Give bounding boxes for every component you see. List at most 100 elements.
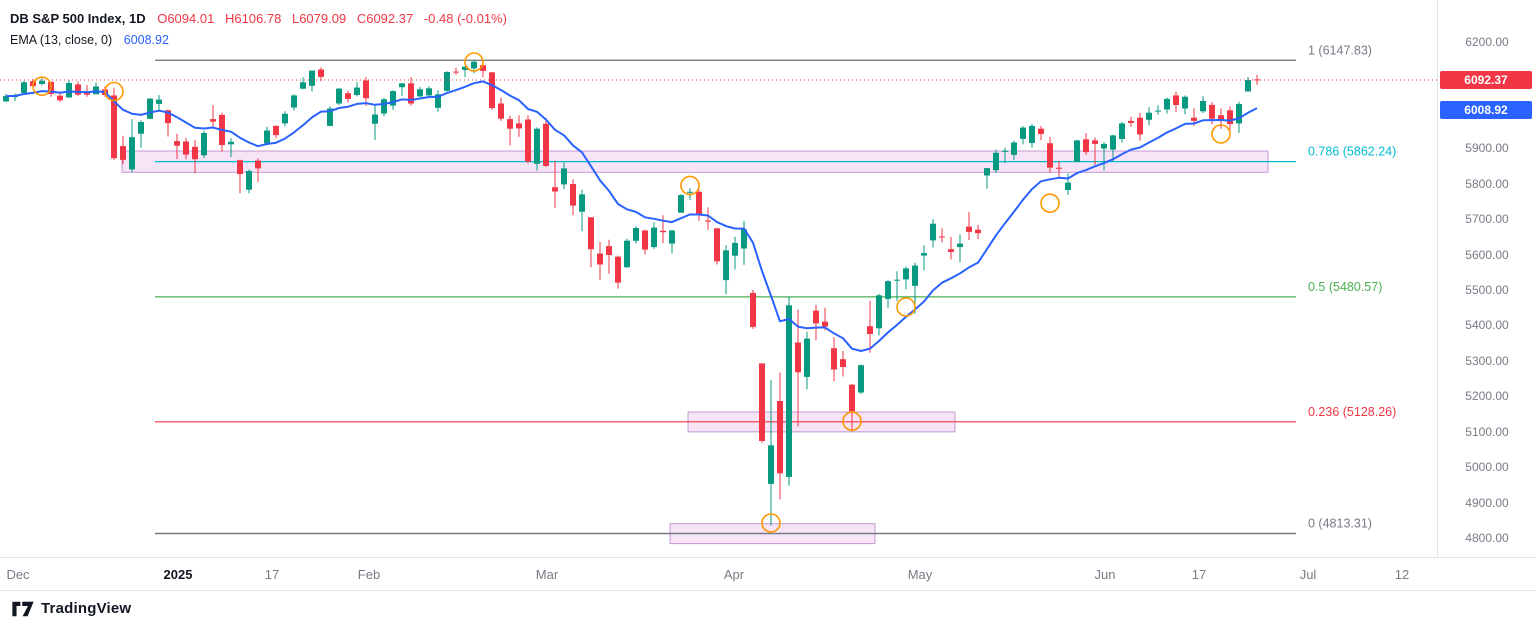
candle-body bbox=[75, 84, 81, 95]
candle-body bbox=[1128, 120, 1134, 123]
chart-legend: DB S&P 500 Index, 1D O6094.01 H6106.78 L… bbox=[10, 8, 514, 51]
candle-body bbox=[705, 220, 711, 222]
price-tick-label: 5900.00 bbox=[1465, 141, 1509, 156]
candle-body bbox=[309, 70, 315, 86]
candle-body bbox=[201, 133, 207, 156]
candle-body bbox=[1164, 98, 1170, 110]
event-marker-circle[interactable] bbox=[842, 411, 862, 432]
event-marker-circle[interactable] bbox=[896, 297, 916, 317]
candle-body bbox=[120, 146, 126, 160]
event-marker-circle[interactable] bbox=[761, 513, 781, 533]
event-marker-circle[interactable] bbox=[32, 76, 52, 96]
candle-body bbox=[408, 83, 414, 104]
candle-body bbox=[156, 99, 162, 104]
ohlc-low: L6079.09 bbox=[291, 11, 347, 26]
candle-body bbox=[1191, 117, 1197, 121]
fib-level-label: 0 (4813.31) bbox=[1308, 517, 1372, 531]
candle-body bbox=[273, 125, 279, 136]
indicator-name[interactable]: EMA (13, close, 0) bbox=[10, 33, 113, 47]
candle-body bbox=[471, 61, 477, 69]
candle-body bbox=[831, 348, 837, 370]
fib-level-label: 0.236 (5128.26) bbox=[1308, 405, 1396, 419]
price-tick-label: 5300.00 bbox=[1465, 353, 1509, 368]
candle-body bbox=[1119, 123, 1125, 139]
candle-body bbox=[489, 72, 495, 109]
candle-body bbox=[228, 141, 234, 145]
indicator-row[interactable]: EMA (13, close, 0) 6008.92 bbox=[10, 29, 514, 51]
candle-body bbox=[354, 87, 360, 95]
candle-body bbox=[264, 130, 270, 144]
candle-body bbox=[660, 230, 666, 233]
candle-body bbox=[849, 384, 855, 412]
candle-body bbox=[1110, 135, 1116, 150]
price-tick-label: 5000.00 bbox=[1465, 460, 1509, 475]
candle-body bbox=[939, 236, 945, 238]
candle-body bbox=[894, 279, 900, 281]
ohlc-open: O6094.01 bbox=[157, 11, 215, 26]
candle-body bbox=[480, 65, 486, 71]
candle-body bbox=[444, 72, 450, 91]
price-tick-label: 5700.00 bbox=[1465, 212, 1509, 227]
time-tick-label: 17 bbox=[1191, 567, 1207, 582]
candle-body bbox=[768, 445, 774, 484]
candle-body bbox=[345, 93, 351, 99]
candle-body bbox=[363, 80, 369, 99]
chart-plot-area[interactable]: 1 (6147.83) 0.786 (5862.24) 0.5 (5480.57) 0… bbox=[0, 0, 1437, 557]
indicator-value: 6008.92 bbox=[123, 33, 169, 47]
event-marker-circle[interactable] bbox=[104, 81, 124, 102]
ohlc-close: C6092.37 bbox=[356, 11, 414, 26]
event-marker-circle[interactable] bbox=[1211, 124, 1231, 144]
event-marker-circle[interactable] bbox=[1040, 193, 1060, 213]
candle-body bbox=[255, 160, 261, 169]
candle-body bbox=[372, 114, 378, 124]
tradingview-wordmark[interactable]: TradingView bbox=[41, 600, 132, 617]
candle-body bbox=[1002, 150, 1008, 152]
ema-value-tag: 6008.92 bbox=[1440, 100, 1532, 119]
candle-body bbox=[3, 96, 9, 102]
candle-body bbox=[1155, 110, 1161, 112]
candle-body bbox=[1083, 139, 1089, 153]
event-marker-circle[interactable] bbox=[464, 52, 484, 72]
price-chart-svg[interactable]: 1 (6147.83) 0.786 (5862.24) 0.5 (5480.57) 0… bbox=[0, 0, 1437, 557]
ema-line bbox=[5, 80, 1258, 352]
candle-body bbox=[1227, 110, 1233, 125]
time-tick-label: 12 bbox=[1394, 567, 1410, 582]
fib-level-label: 1 (6147.83) bbox=[1308, 43, 1372, 57]
candle-body bbox=[1236, 103, 1242, 124]
candle-body bbox=[1218, 115, 1224, 120]
symbol-title[interactable]: DB S&P 500 Index, 1D bbox=[10, 11, 146, 26]
candle-body bbox=[732, 242, 738, 256]
candle-body bbox=[759, 363, 765, 441]
candle-body bbox=[57, 95, 63, 101]
time-tick-label: Jun bbox=[1094, 567, 1116, 582]
candle-body bbox=[840, 359, 846, 367]
price-axis[interactable]: 6200.006100.006000.005900.005800.005700.… bbox=[1438, 0, 1536, 557]
event-marker-circle[interactable] bbox=[680, 175, 700, 196]
price-tick-label: 5100.00 bbox=[1465, 424, 1509, 439]
candle-body bbox=[867, 326, 873, 334]
ohlc-change: -0.48 (-0.01%) bbox=[423, 11, 507, 26]
candle-body bbox=[741, 229, 747, 249]
candle-body bbox=[858, 365, 864, 393]
candle-body bbox=[804, 338, 810, 377]
candle-body bbox=[642, 230, 648, 250]
price-tick-label: 5500.00 bbox=[1465, 283, 1509, 298]
candle-body bbox=[165, 110, 171, 124]
tradingview-logo-icon[interactable] bbox=[12, 601, 34, 617]
time-axis[interactable]: Dec 2025 17 Feb Mar Apr May Jun 17 Jul 12 bbox=[0, 557, 1536, 591]
price-axis-separator bbox=[1437, 0, 1438, 591]
candle-body bbox=[966, 226, 972, 232]
candle-body bbox=[597, 253, 603, 265]
symbol-row[interactable]: DB S&P 500 Index, 1D O6094.01 H6106.78 L… bbox=[10, 8, 514, 29]
candle-body bbox=[1182, 96, 1188, 109]
candle-body bbox=[138, 122, 144, 134]
candle-body bbox=[1065, 182, 1071, 190]
candle-body bbox=[237, 160, 243, 175]
candle-body bbox=[615, 256, 621, 283]
candle-body bbox=[543, 123, 549, 166]
candle-body bbox=[147, 98, 153, 119]
candle-body bbox=[696, 191, 702, 215]
candle-body bbox=[588, 217, 594, 250]
fib-level-label: 0.786 (5862.24) bbox=[1308, 145, 1396, 159]
